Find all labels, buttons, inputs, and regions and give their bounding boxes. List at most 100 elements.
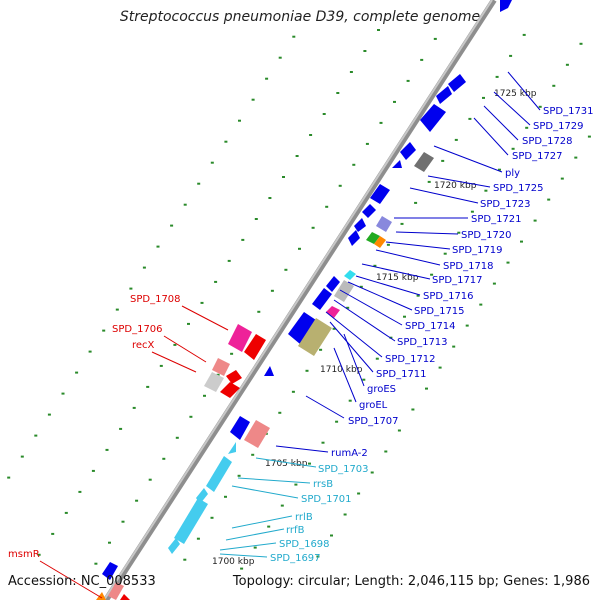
feature-label-spd_1721[interactable]: SPD_1721 (471, 214, 522, 225)
gc-dot (298, 247, 301, 250)
gc-dot (230, 352, 234, 355)
feature-label-rrsb[interactable]: rrsB (313, 479, 333, 490)
feature-label-spd_1712[interactable]: SPD_1712 (385, 354, 436, 365)
gc-dot (579, 42, 583, 45)
feature-label-spd_1728[interactable]: SPD_1728 (522, 136, 573, 147)
gc-dot (416, 294, 420, 297)
feature-label-spd_1706[interactable]: SPD_1706 (112, 324, 163, 335)
gc-dot (357, 492, 361, 495)
gc-dot (465, 324, 469, 327)
map-title: Streptococcus pneumoniae D39, complete g… (119, 9, 481, 25)
feature-label-spd_1727[interactable]: SPD_1727 (512, 151, 563, 162)
callout-line (237, 477, 311, 484)
gene-ply-arrow (400, 142, 416, 160)
feature-label-spd_1714[interactable]: SPD_1714 (405, 321, 456, 332)
gc-dot (278, 411, 282, 414)
gene-spd-1731-arrow (500, 0, 512, 12)
gc-dot (115, 308, 119, 311)
gc-dot (533, 219, 537, 222)
gc-dot (420, 58, 424, 61)
gc-dot (187, 322, 190, 325)
gc-dot (142, 266, 146, 269)
gc-dot (438, 366, 442, 369)
gc-dot (348, 399, 352, 402)
gc-dot (332, 327, 336, 330)
gc-dot (203, 394, 206, 397)
feature-label-recx[interactable]: recX (132, 340, 155, 351)
gene-spd-1719-box (376, 216, 392, 232)
feature-label-spd_1718[interactable]: SPD_1718 (443, 261, 494, 272)
gc-dot (343, 513, 347, 516)
gc-dot (214, 280, 218, 283)
gc-dot (159, 364, 163, 367)
gc-dot (319, 348, 323, 351)
gene-bottom-2 (108, 582, 124, 600)
rrna-spd-1703 (228, 442, 236, 454)
feature-label-rrfb[interactable]: rrfB (286, 525, 305, 536)
kbp-tick-label: 1705 kbp (265, 459, 308, 469)
feature-label-spd_1707[interactable]: SPD_1707 (348, 416, 399, 427)
gc-dot (400, 222, 404, 225)
callout-line (427, 175, 491, 188)
gc-dot (108, 541, 111, 544)
gc-dot (156, 245, 160, 248)
feature-label-spd_1725[interactable]: SPD_1725 (493, 183, 544, 194)
feature-label-spd_1713[interactable]: SPD_1713 (397, 337, 448, 348)
feature-label-spd_1731[interactable]: SPD_1731 (543, 106, 594, 117)
callout-line (375, 249, 441, 266)
gc-dot (227, 259, 231, 262)
gc-dot (251, 98, 255, 101)
gc-dot (265, 77, 269, 80)
feature-label-ply[interactable]: ply (505, 168, 520, 179)
gc-dot (175, 436, 179, 439)
feature-label-spd_1720[interactable]: SPD_1720 (461, 230, 512, 241)
genome-summary: Topology: circular; Length: 2,046,115 bp… (232, 574, 590, 589)
gc-dot (268, 197, 272, 199)
feature-label-spd_1715[interactable]: SPD_1715 (414, 306, 465, 317)
feature-label-spd_1716[interactable]: SPD_1716 (423, 291, 474, 302)
gc-dot (427, 180, 431, 183)
gc-dot (325, 205, 329, 208)
feature-label-groes[interactable]: groES (367, 384, 396, 395)
gc-dot (148, 478, 152, 481)
callout-line (483, 105, 519, 141)
gc-dot (574, 156, 578, 159)
gc-dot (189, 415, 193, 418)
feature-label-spd_1708[interactable]: SPD_1708 (130, 294, 181, 305)
feature-label-spd_1717[interactable]: SPD_1717 (432, 275, 483, 286)
feature-label-spd_1711[interactable]: SPD_1711 (376, 369, 427, 380)
feature-label-groel[interactable]: groEL (359, 400, 388, 411)
feature-label-msmr[interactable]: msmR (8, 549, 40, 560)
feature-label-spd_1703[interactable]: SPD_1703 (318, 464, 369, 475)
gc-dot (196, 537, 200, 540)
gc-dot (183, 558, 187, 561)
feature-label-rrlb[interactable]: rrlB (295, 512, 313, 523)
reverse-strand-features (204, 324, 266, 398)
gc-dot (278, 56, 282, 59)
feature-label-spd_1723[interactable]: SPD_1723 (480, 199, 531, 210)
gc-dot (386, 243, 390, 246)
gene-groes-arrow (288, 312, 316, 344)
gc-dot (135, 499, 139, 502)
gc-dot (454, 138, 458, 141)
gc-dot (311, 226, 315, 229)
callout-line (333, 299, 396, 342)
gc-dot (78, 490, 82, 493)
gc-dot (20, 455, 24, 458)
feature-label-spd_1698[interactable]: SPD_1698 (279, 539, 330, 550)
gc-dot (105, 448, 109, 451)
gc-dot (363, 50, 367, 52)
feature-label-spd_1719[interactable]: SPD_1719 (452, 245, 503, 256)
gene-bottom-3 (96, 592, 106, 600)
feature-label-spd_1701[interactable]: SPD_1701 (301, 494, 352, 505)
gc-dot (520, 240, 523, 243)
feature-label-ruma-2[interactable]: rumA-2 (331, 448, 368, 459)
feature-track (96, 0, 512, 600)
callout-line (493, 91, 531, 126)
feature-label-spd_1697[interactable]: SPD_1697 (270, 553, 321, 564)
feature-label-spd_1729[interactable]: SPD_1729 (533, 121, 584, 132)
callout-line (361, 263, 431, 280)
gc-dot (267, 525, 271, 528)
